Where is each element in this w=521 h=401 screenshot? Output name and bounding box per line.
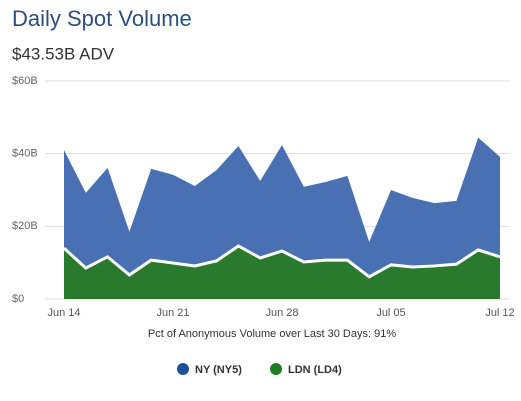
area (64, 137, 500, 277)
x-tick-label: Jun 28 (265, 307, 298, 319)
chart-subtitle: $43.53B ADV (12, 44, 115, 63)
chart-note: Pct of Anonymous Volume over Last 30 Day… (148, 328, 396, 340)
separator-line (62, 244, 501, 279)
chart-title: Daily Spot Volume (12, 6, 192, 31)
legend-marker (270, 363, 282, 375)
x-tick-label: Jul 05 (376, 307, 405, 319)
x-tick-label: Jul 12 (485, 307, 514, 319)
x-tick-label: Jun 14 (47, 307, 80, 319)
y-tick-label: $40B (12, 148, 38, 160)
legend-label: LDN (LD4) (288, 364, 342, 376)
y-tick-label: $20B (12, 220, 38, 232)
legend-marker (177, 363, 189, 375)
y-tick-label: $0 (12, 293, 24, 305)
legend-label: NY (NY5) (195, 364, 242, 376)
area (64, 245, 500, 299)
y-tick-label: $60B (12, 75, 38, 87)
x-tick-label: Jun 21 (156, 307, 189, 319)
